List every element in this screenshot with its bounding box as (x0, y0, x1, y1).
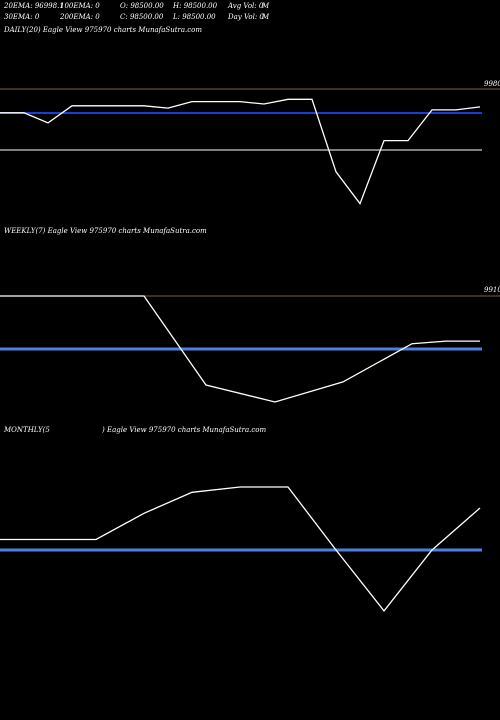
daily-price-line (0, 98, 481, 206)
open-readout: O: 98500.00 (120, 2, 164, 10)
low-readout: L: 98500.00 (172, 13, 216, 21)
daily-panel-title: DAILY(20) Eagle View 975970 charts Munaf… (3, 26, 202, 34)
monthly-panel-title-right: ) Eagle View 975970 charts MunafaSutra.c… (101, 426, 267, 434)
ema100-readout: 100EMA: 0 (60, 2, 100, 10)
close-readout: C: 98500.00 (120, 13, 164, 21)
ema200-readout: 200EMA: 0 (59, 13, 100, 21)
avg-vol-readout: Avg Vol: 0 (227, 2, 264, 10)
daily-y-tick-label: 9980 (484, 80, 500, 88)
weekly-y-tick-label: 9910 (484, 286, 500, 294)
weekly-panel-title: WEEKLY(7) Eagle View 975970 charts Munaf… (4, 227, 207, 235)
weekly-panel: WEEKLY(7) Eagle View 975970 charts Munaf… (0, 227, 500, 403)
weekly-price-line (0, 295, 480, 403)
ema20-readout: 20EMA: 96998.1 (3, 2, 64, 10)
ema30-readout: 30EMA: 0 (4, 13, 40, 21)
monthly-price-line (0, 486, 481, 612)
header-row-1: 20EMA: 96998.1 100EMA: 0 O: 98500.00 H: … (3, 2, 270, 10)
monthly-panel-title-left: MONTHLY(5 (3, 426, 50, 434)
day-vol-readout: Day Vol: 0 (227, 13, 264, 21)
day-vol-unit: M (261, 13, 270, 21)
high-readout: H: 98500.00 (172, 2, 218, 10)
avg-vol-unit: M (261, 2, 270, 10)
monthly-panel: MONTHLY(5 ) Eagle View 975970 charts Mun… (0, 426, 482, 612)
header-row-2: 30EMA: 0 200EMA: 0 C: 98500.00 L: 98500.… (4, 13, 270, 21)
daily-panel: DAILY(20) Eagle View 975970 charts Munaf… (0, 26, 500, 206)
